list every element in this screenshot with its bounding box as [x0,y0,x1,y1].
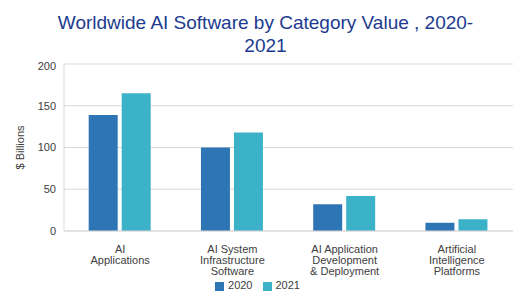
svg-text:0: 0 [50,225,56,237]
html-text:Worldwide AI Software by Categ: Worldwide AI Software by Category Value … [57,12,474,56]
svg-text:150: 150 [38,100,56,112]
svg-text:50: 50 [44,183,56,195]
svg-text:$ Billions: $ Billions [14,125,26,170]
svg-text:ArtificialIntelligencePlatform: ArtificialIntelligencePlatforms [429,243,485,277]
svg-text:200: 200 [38,60,56,72]
svg-text:AI SystemInfrastructureSoftwar: AI SystemInfrastructureSoftware [200,243,265,277]
svg-text:AIApplications: AIApplications [90,243,150,266]
html-text:2021: 2021 [275,279,300,291]
html-text:2020: 2020 [228,279,253,291]
svg-text:100: 100 [38,141,56,153]
svg-text:AI ApplicationDevelopment& Dep: AI ApplicationDevelopment& Deployment [310,243,379,277]
